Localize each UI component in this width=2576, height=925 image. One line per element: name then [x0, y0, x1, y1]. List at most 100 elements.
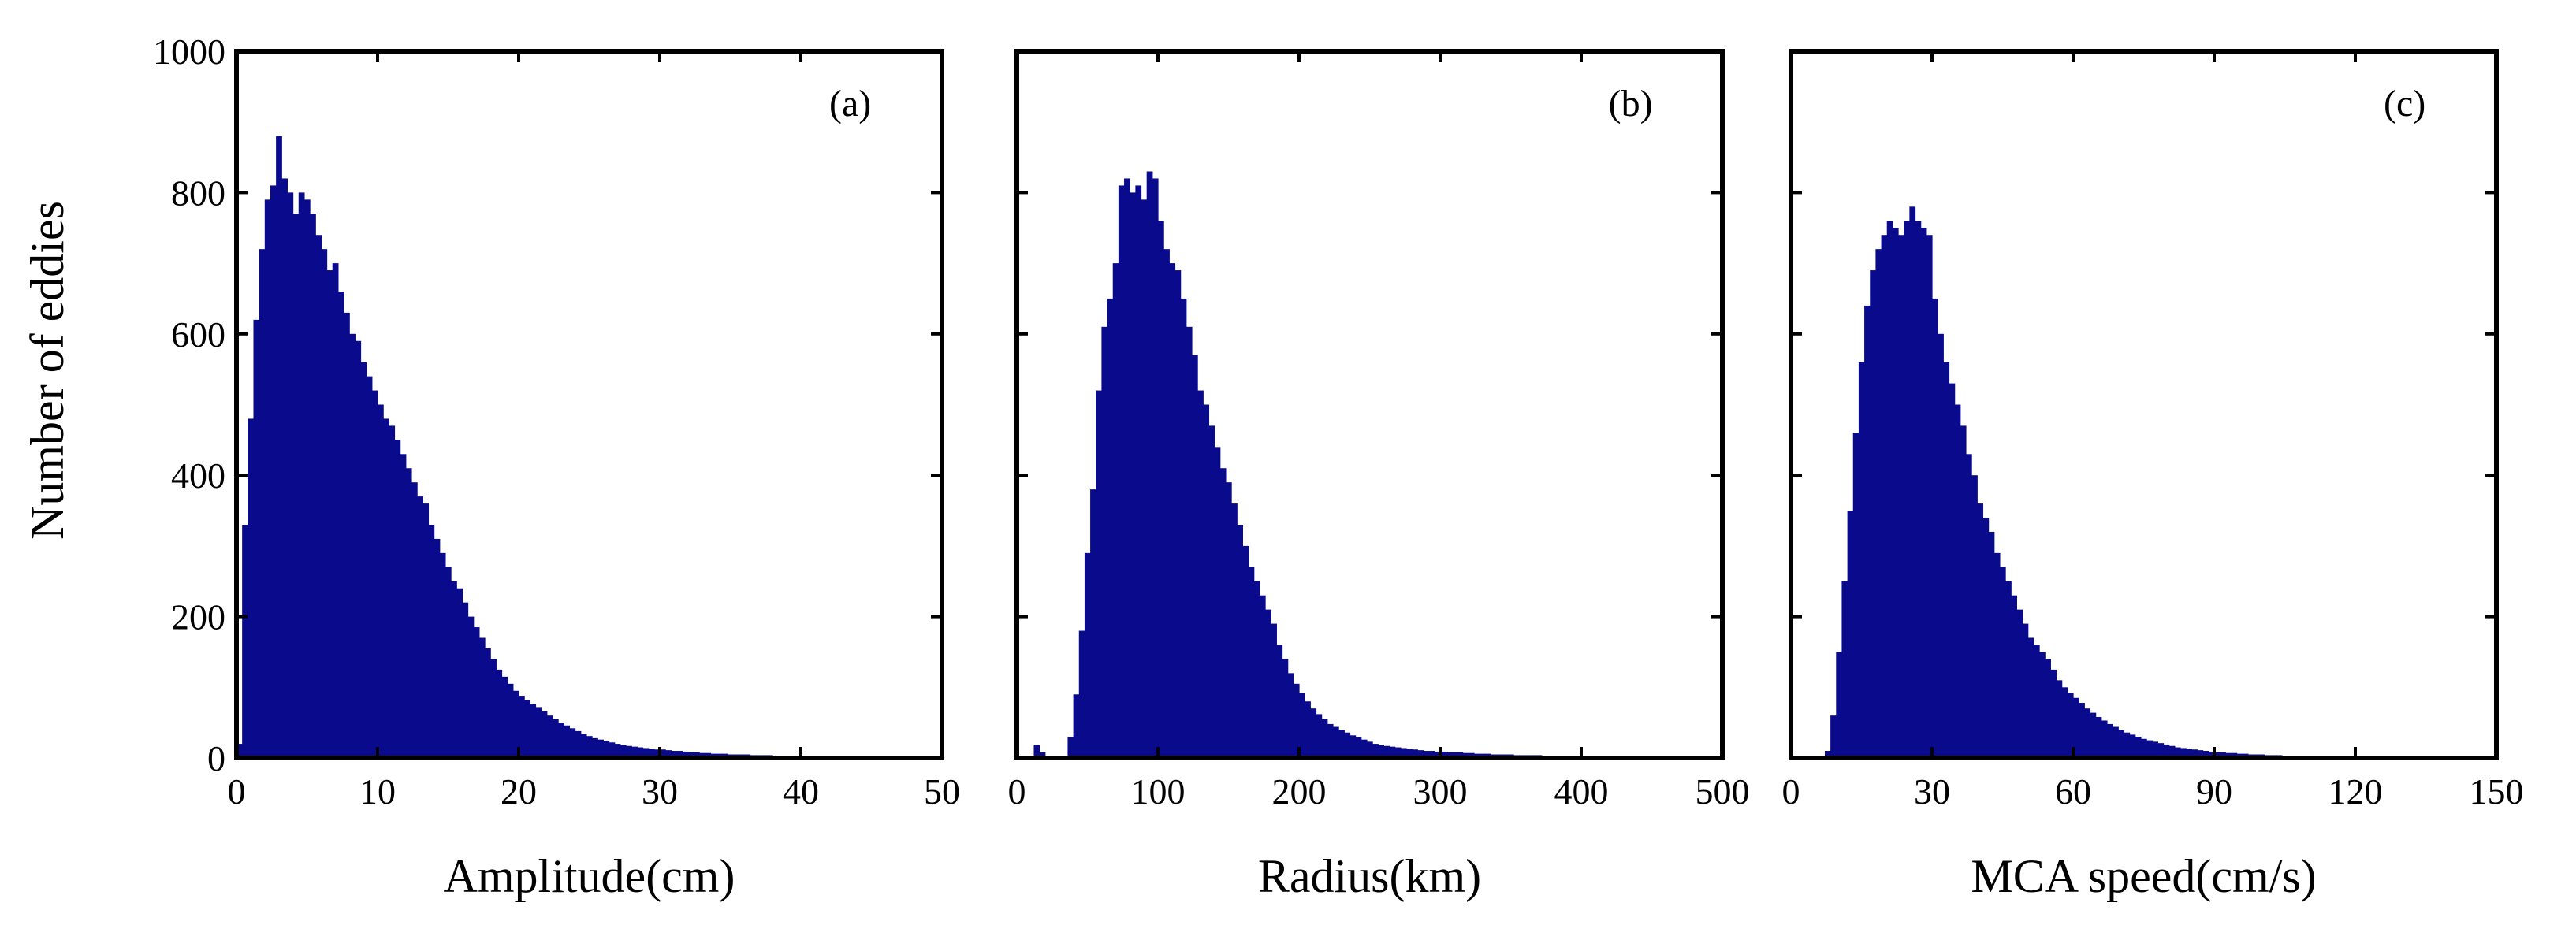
y-tick-label: 800 — [171, 173, 225, 213]
histogram-bar — [496, 669, 503, 759]
histogram-bar — [298, 192, 305, 758]
histogram-bar — [378, 404, 384, 758]
histogram-bar — [1208, 425, 1215, 758]
histogram-bar — [2056, 680, 2063, 758]
x-tick-label: 120 — [2328, 771, 2383, 812]
histogram-bar — [693, 752, 700, 758]
histogram-bar — [1237, 524, 1243, 758]
histogram-bar — [270, 185, 277, 758]
histogram-bar — [1412, 749, 1418, 758]
histogram-bar — [653, 749, 661, 758]
histogram-bar — [524, 700, 530, 758]
histogram-bar — [1423, 751, 1430, 758]
histogram-bar — [1073, 694, 1080, 758]
histogram-bar — [1214, 447, 1221, 758]
histogram-bar — [456, 588, 463, 758]
histogram-bar — [1033, 745, 1040, 758]
histogram-bar — [1039, 752, 1046, 758]
histogram-bar — [2174, 747, 2181, 758]
histogram-bar — [1135, 185, 1142, 758]
histogram-bar — [1203, 404, 1210, 758]
histogram-bar — [2186, 749, 2192, 758]
histogram-bar — [2095, 716, 2102, 758]
histogram-bar — [1231, 503, 1238, 758]
histogram-bar — [1457, 752, 1464, 758]
histogram-bar — [1954, 404, 1961, 758]
panel-c: 0 30 60 90 120 150 (c) MCA speed(cm/s) — [1782, 49, 2524, 902]
histogram-bar — [1361, 739, 1368, 758]
x-tick-label: 20 — [501, 771, 537, 812]
histogram-bar — [1898, 235, 1904, 759]
histogram-bar — [530, 704, 537, 758]
x-tick-label: 30 — [642, 771, 678, 812]
histogram-bar — [676, 751, 683, 758]
histogram-bar — [1180, 298, 1187, 758]
histogram-bar — [1096, 390, 1102, 758]
panel-a: 0 10 20 30 40 50 0 200 400 600 800 1000 (a) Amplitude… — [153, 32, 960, 902]
histogram-bar — [1242, 545, 1249, 758]
histogram-bar — [1067, 737, 1074, 758]
histogram-bar — [2039, 652, 2046, 758]
histogram-bar — [2079, 703, 2085, 758]
histogram-bar — [1982, 518, 1990, 758]
histogram-bar — [1938, 333, 1944, 758]
histogram-bar — [1310, 708, 1317, 758]
histogram-bar — [564, 725, 571, 758]
histogram-bar — [1451, 752, 1458, 758]
x-tick-label: 300 — [1413, 771, 1468, 812]
histogram-bar — [2016, 609, 2023, 758]
histogram-bar — [1977, 503, 1984, 758]
x-tick-label: 0 — [228, 771, 246, 812]
panel-b: 0 100 200 300 400 500 (b) Radius(km) — [1008, 49, 1750, 902]
histogram-bar — [1864, 305, 1871, 758]
histogram-bar — [1389, 746, 1396, 758]
panel-label: (b) — [1609, 83, 1653, 124]
y-tick-label: 600 — [171, 314, 225, 355]
histogram-bar — [2022, 623, 2029, 758]
histogram-bar — [439, 552, 446, 758]
histogram-bar — [394, 440, 401, 758]
histogram-bar — [1191, 355, 1198, 758]
histogram-bar — [417, 496, 423, 758]
histogram-bar — [292, 214, 300, 758]
histogram-series — [1033, 171, 1723, 759]
histogram-bar — [642, 748, 650, 758]
histogram-bar — [2191, 749, 2198, 758]
histogram-bar — [366, 376, 373, 758]
histogram-bar — [1858, 362, 1865, 758]
histogram-bar — [2113, 726, 2119, 758]
histogram-bar — [1271, 623, 1277, 758]
histogram-bar — [1078, 630, 1085, 758]
histogram-bar — [603, 741, 610, 758]
histogram-bar — [242, 524, 248, 758]
histogram-bar — [360, 362, 367, 758]
histogram-bar — [1197, 390, 1204, 758]
histogram-bar — [1378, 745, 1384, 758]
x-tick-label: 100 — [1131, 771, 1186, 812]
histogram-bar — [2073, 697, 2079, 758]
histogram-bar — [705, 752, 712, 758]
histogram-bar — [434, 538, 441, 758]
histogram-bar — [1265, 609, 1271, 758]
histogram-bar — [541, 711, 548, 758]
histogram-series — [236, 136, 943, 759]
histogram-bar — [1118, 185, 1125, 758]
histogram-bar — [1446, 752, 1452, 758]
histogram-bar — [405, 468, 412, 758]
histogram-bar — [287, 192, 294, 758]
histogram-bar — [575, 730, 582, 758]
histogram-bar — [1372, 744, 1379, 758]
histogram-bar — [1174, 270, 1182, 758]
y-axis-title: Number of eddies — [21, 201, 73, 540]
histogram-bar — [1327, 723, 1334, 758]
histogram-bar — [1417, 750, 1424, 758]
histogram-bar — [423, 503, 430, 758]
histogram-bar — [1112, 263, 1119, 759]
histogram-bar — [2101, 720, 2108, 758]
histogram-bar — [2197, 750, 2204, 758]
histogram-bar — [236, 744, 243, 758]
histogram-bar — [2124, 732, 2131, 758]
histogram-bar — [264, 199, 271, 758]
histogram-bar — [1332, 726, 1339, 758]
histogram-bar — [428, 524, 435, 758]
